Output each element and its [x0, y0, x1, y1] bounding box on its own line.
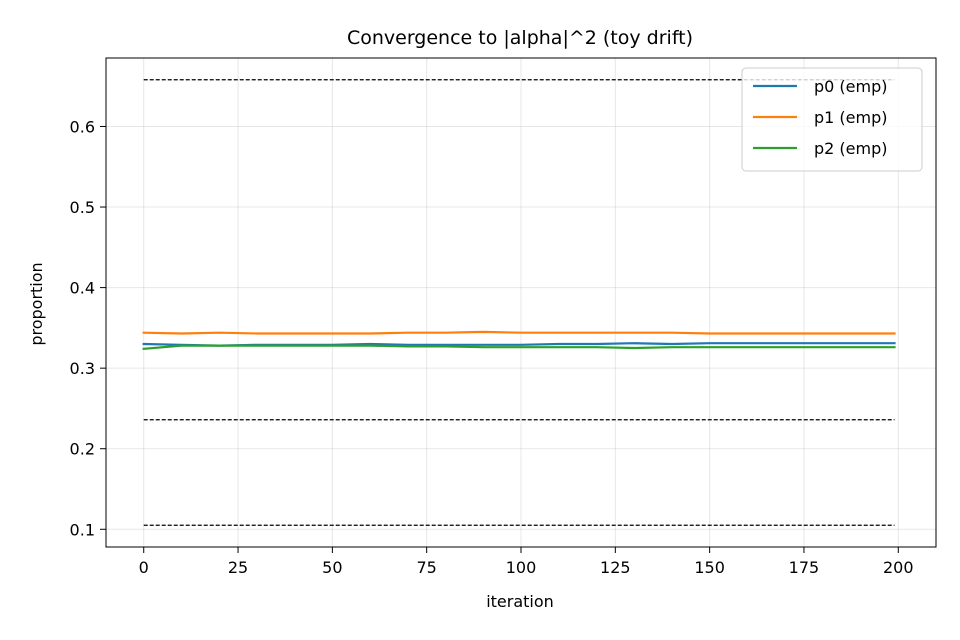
x-tick-label: 125 — [600, 558, 631, 577]
y-tick-label: 0.1 — [70, 520, 95, 539]
chart-title: Convergence to |alpha|^2 (toy drift) — [347, 27, 693, 49]
x-tick-label: 50 — [322, 558, 342, 577]
y-axis-label: proportion — [27, 262, 46, 345]
y-tick-label: 0.2 — [70, 440, 95, 459]
x-axis-label: iteration — [486, 592, 554, 611]
legend-label: p0 (emp) — [814, 77, 888, 96]
legend-label: p1 (emp) — [814, 108, 888, 127]
series-line-3 — [142, 344, 896, 350]
legend: p0 (emp) p1 (emp) p2 (emp) — [741, 67, 923, 172]
x-tick-label: 75 — [417, 558, 437, 577]
x-tick-label: 150 — [694, 558, 725, 577]
y-tick-label: 0.3 — [70, 359, 95, 378]
x-axis: 0 25 50 75 100 125 150 175 200 — [139, 547, 914, 577]
x-tick-label: 200 — [883, 558, 914, 577]
y-tick-label: 0.6 — [70, 117, 95, 136]
x-tick-label: 175 — [789, 558, 820, 577]
legend-box — [741, 67, 923, 172]
y-tick-label: 0.4 — [70, 279, 95, 298]
y-axis: 0.1 0.2 0.3 0.4 0.5 0.6 — [70, 117, 106, 539]
x-tick-label: 100 — [506, 558, 537, 577]
legend-label: p2 (emp) — [814, 139, 888, 158]
x-tick-label: 25 — [228, 558, 248, 577]
series-lines — [142, 330, 896, 350]
x-tick-label: 0 — [139, 558, 149, 577]
series-line-2 — [142, 330, 896, 335]
y-tick-label: 0.5 — [70, 198, 95, 217]
